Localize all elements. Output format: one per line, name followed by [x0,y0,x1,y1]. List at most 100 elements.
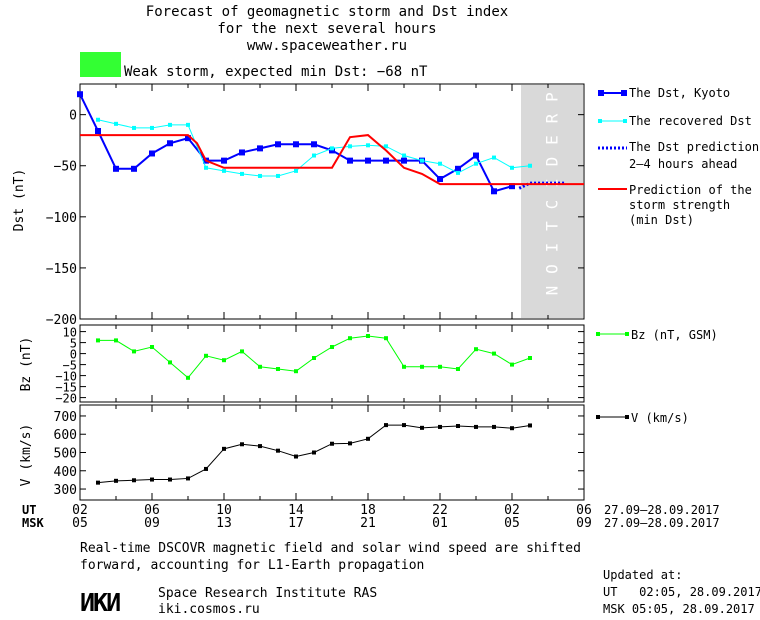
v-point [348,441,352,446]
msk-tick-label: 05 [504,516,520,531]
prediction-band-letter: E [543,135,562,145]
legend-strength-label-1: Prediction of the [629,183,752,197]
ut-tick-label: 02 [72,503,88,518]
msk-tick-label: 09 [144,516,160,531]
figure-title-line-2: for the next several hours [217,21,436,37]
dst-recovered-point [420,158,424,163]
msk-tick-label: 13 [216,516,232,531]
dst-recovered-point [438,161,442,166]
msk-date-range: 27.09–28.09.2017 [604,516,720,530]
dst-kyoto-point [311,141,317,148]
ut-tick-label: 06 [576,503,592,518]
dst-kyoto-point [167,140,173,147]
bz-panel-frame [79,324,585,403]
bz-point [330,345,334,349]
dst-kyoto-point [77,91,83,98]
prediction-band-letter: D [543,157,562,167]
dst-kyoto-point [509,183,515,190]
legend-strength: Prediction of the storm strength (min Ds… [598,183,752,227]
bz-point [348,336,352,341]
prediction-band [521,85,583,318]
v-ytick-label: 500 [54,447,77,462]
dst-recovered-point [150,125,154,130]
bz-point [276,367,280,371]
dst-kyoto-point [329,147,335,154]
legend-prediction: The Dst prediction 2–4 hours ahead [598,140,759,171]
dst-kyoto-point [347,157,353,164]
prediction-band-letter: O [543,264,562,274]
msk-tick-label: 09 [576,516,592,531]
dst-recovered-point [528,163,532,168]
legend-prediction-label-1: The Dst prediction [629,140,759,154]
v-point [276,448,280,453]
bz-point [456,367,460,371]
v-point [240,442,244,447]
bz-point [96,338,100,343]
bz-ytick-label: −10 [55,370,77,384]
figure-title-line-1: Forecast of geomagnetic storm and Dst in… [146,4,508,20]
dst-kyoto-point [437,176,443,183]
bz-point [132,349,136,354]
legend-dst-kyoto-label: The Dst, Kyoto [629,86,730,100]
bz-point [150,345,154,349]
legend-dst-kyoto: The Dst, Kyoto [598,86,730,100]
ut-axis-label: UT [22,503,36,517]
bz-point [384,336,388,341]
dst-recovered-point [348,144,352,149]
dst-recovered-point [294,168,298,173]
bz-point [420,364,424,369]
legend-bz: Bz (nT, GSM) [596,328,718,342]
legend-bz-label: Bz (nT, GSM) [631,328,718,342]
dst-kyoto-point [185,135,191,142]
dst-kyoto-point [383,157,389,164]
v-point [150,477,154,482]
updated-msk: MSK 05:05, 28.09.2017 [603,602,755,616]
dst-kyoto-point [275,141,281,148]
bz-point [312,356,316,360]
dst-panel-frame [79,83,585,320]
legend: The Dst, Kyoto The recovered Dst The Dst… [596,86,759,425]
v-ytick-label: 400 [54,465,77,480]
iki-logo: ИКИ [80,588,120,617]
v-point [438,424,442,429]
dst-recovered-point [204,165,208,170]
bz-point [168,360,172,365]
bz-point [222,358,226,363]
bz-point [528,356,532,360]
dst-kyoto-point [239,149,245,156]
legend-strength-label-3: (min Dst) [629,213,694,227]
prediction-band-letter: C [543,200,562,210]
bz-point [186,375,190,380]
v-point [384,423,388,428]
dst-recovered-point [312,153,316,158]
ut-date-range: 27.09–28.09.2017 [604,503,720,517]
v-ytick-label: 600 [54,428,77,443]
dst-recovered-point [240,171,244,176]
dst-recovered-point [330,146,334,151]
dst-recovered-point [114,121,118,126]
prediction-band-letter: T [543,221,562,231]
msk-tick-label: 05 [72,516,88,531]
ut-tick-label: 14 [288,503,304,518]
ut-tick-label: 02 [504,503,520,518]
dst-prediction-line [518,181,566,190]
figure-title-url: www.spaceweather.ru [247,38,407,54]
v-point [366,436,370,441]
legend-recovered-label: The recovered Dst [629,114,752,128]
v-point [402,423,406,428]
legend-strength-label-2: storm strength [629,198,730,212]
dst-recovered-point [132,125,136,130]
dst-kyoto-point [149,150,155,157]
footer-note-line-1: Real-time DSCOVR magnetic field and sola… [80,541,581,556]
bz-point [366,334,370,338]
v-point [258,444,262,449]
v-axis-title: V (km/s) [19,424,34,487]
msk-tick-label: 17 [288,516,304,531]
dst-recovered-point [456,170,460,175]
v-point [222,446,226,451]
storm-strength-line [80,134,584,186]
bz-point [492,351,496,356]
